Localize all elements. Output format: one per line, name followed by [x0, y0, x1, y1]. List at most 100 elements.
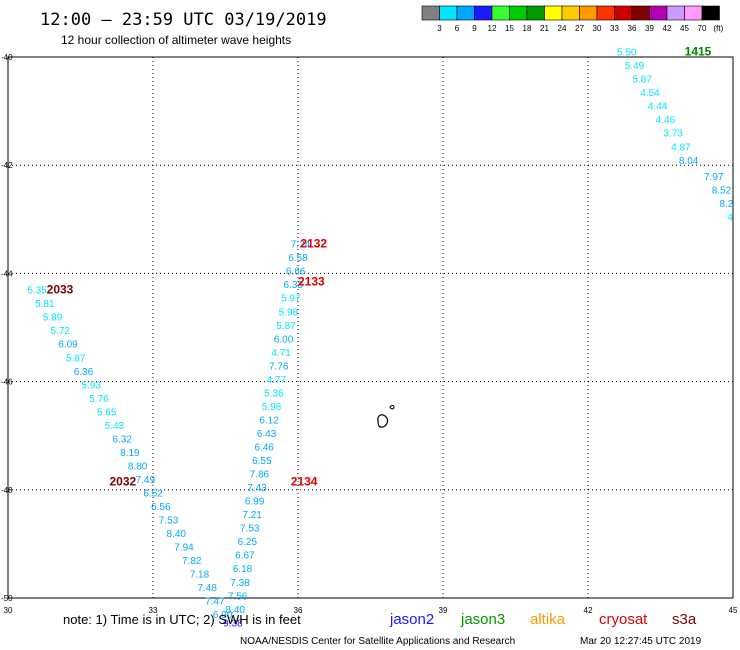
swh-observation: 5.65 [97, 407, 117, 418]
satellite-s3a: s3a [672, 611, 697, 628]
swh-observation: 7.43 [247, 483, 267, 494]
lon-tick-label: 39 [439, 606, 448, 615]
lat-lon-gridlines [8, 57, 733, 598]
legend-swatch [439, 5, 458, 21]
lon-tick-label: 45 [729, 606, 738, 615]
swh-observation: 6.52 [143, 489, 163, 500]
legend-label: 42 [663, 24, 672, 33]
legend-label: 30 [593, 24, 602, 33]
swh-observation: 5.35 [27, 286, 47, 297]
swh-observation: 6.00 [274, 334, 294, 345]
map-frame [7, 56, 734, 599]
lat-tick-label: -46 [1, 378, 13, 387]
legend-swatch [684, 5, 703, 21]
legend-swatch [614, 5, 633, 21]
swh-observation: 7.49 [136, 475, 156, 486]
swh-observation: 5.98 [279, 307, 299, 318]
track-time-label: 2033 [47, 283, 74, 297]
lat-tick-label: -48 [1, 486, 13, 495]
swh-observation: 5.36 [264, 388, 284, 399]
swh-observation: 6.90 [213, 610, 233, 621]
swh-observation: 6.33 [284, 280, 304, 291]
lat-tick-label: -44 [1, 269, 13, 278]
swh-observation: 7.21 [242, 510, 262, 521]
lat-lon-tick-labels: 30 33 36 39 42 45 -40 -42 -44 -46 -48 -50 [1, 53, 738, 615]
legend-label: 45 [680, 24, 689, 33]
legend-swatch [561, 5, 580, 21]
swh-observation: 6.67 [235, 551, 255, 562]
units-note: note: 1) Time is in UTC; 2) SWH is in fe… [63, 612, 301, 627]
legend-label: 24 [558, 24, 567, 33]
legend-label: 21 [540, 24, 549, 33]
track-2134: 7.43 6.99 7.21 7.53 6.25 6.67 6.18 7.38 7.56 8.40… [223, 475, 318, 630]
lon-tick-label: 36 [294, 606, 303, 615]
legend-unit: (ft) [714, 24, 724, 33]
swh-observation: 4 [727, 213, 733, 224]
swh-observation: 6.66 [286, 267, 306, 278]
swh-observation: 7.94 [174, 543, 194, 554]
swh-observation: 5.72 [51, 326, 71, 337]
swh-observation: 7.76 [269, 361, 289, 372]
altimeter-tracks: 5.35 5.81 5.89 5.72 6.09 5.87 6.36 5.93 5.76 5.65… [27, 45, 733, 630]
swh-observation: 5.76 [89, 394, 109, 405]
swh-observation: 7.82 [182, 556, 202, 567]
track-2133: 6.33 5.97 5.98 5.87 6.00 4.71 7.76 4.77 5.36 5.98… [250, 275, 325, 481]
legend-swatch [701, 5, 720, 21]
swh-observation: 7.97 [704, 172, 724, 183]
track-1415: 5.50 5.49 5.87 4.54 4.44 4.46 3.73 4.87 8.04 7.97… [617, 45, 734, 224]
legend-swatch [526, 5, 545, 21]
legend-swatch [474, 5, 493, 21]
lat-tick-label: -50 [1, 594, 13, 603]
footer-credit: NOAA/NESDIS Center for Satellite Applica… [240, 636, 515, 647]
swh-observation: 7.24 [291, 240, 311, 251]
swh-observation: 8.19 [120, 448, 140, 459]
swh-observation: 6.99 [245, 497, 265, 508]
swh-observation: 7.47 [205, 597, 225, 608]
swh-observation: 6.18 [233, 564, 253, 575]
swh-observation: 6.58 [288, 253, 308, 264]
legend-label: 6 [455, 24, 460, 33]
swh-observation: 4.87 [671, 142, 691, 153]
swh-observation: 9.38 [223, 618, 243, 629]
track-time-label: 2134 [291, 475, 318, 489]
swh-observation: 5.97 [281, 294, 301, 305]
legend-label: 9 [472, 24, 477, 33]
swh-observation: 4.44 [648, 102, 668, 113]
lon-tick-label: 42 [584, 606, 593, 615]
swh-observation: 6.46 [255, 443, 275, 454]
prince-edward-islands [377, 405, 395, 428]
legend-swatch [491, 5, 510, 21]
swh-observation: 6.56 [151, 502, 171, 513]
swh-observation: 7.56 [228, 591, 248, 602]
swh-observation: 5.89 [43, 313, 63, 324]
swh-observation: 8.2 [719, 199, 733, 210]
swh-observation: 5.98 [262, 402, 282, 413]
legend-swatch [666, 5, 685, 21]
legend-label: 27 [575, 24, 584, 33]
swh-observation: 4.71 [271, 348, 291, 359]
swh-observation: 7.53 [240, 524, 260, 535]
swh-observation: 5.43 [105, 421, 125, 432]
legend-label: 3 [437, 24, 442, 33]
track-time-label: 1415 [685, 45, 712, 59]
legend-swatch [509, 5, 528, 21]
footer-timestamp: Mar 20 12:27:45 UTC 2019 [580, 636, 702, 647]
swh-observation: 6.25 [238, 537, 258, 548]
track-time-label: 2133 [298, 275, 325, 289]
legend-label: 12 [488, 24, 497, 33]
swh-observation: 7.18 [190, 570, 210, 581]
satellite-cryosat: cryosat [599, 611, 648, 628]
satellite-altika: altika [530, 611, 566, 628]
legend-label: 18 [523, 24, 532, 33]
satellite-legend: jason2 jason3 altika cryosat s3a [389, 611, 697, 628]
swh-observation: 5.87 [632, 75, 652, 86]
legend-label: 39 [645, 24, 654, 33]
swh-observation: 5.87 [276, 321, 296, 332]
swh-observation: 6.32 [112, 434, 132, 445]
swh-observation: 7.86 [250, 470, 270, 481]
legend-swatch [579, 5, 598, 21]
track-2032: 2032 [110, 475, 137, 489]
legend-label: 15 [505, 24, 514, 33]
swh-color-legend: 3 6 9 12 15 18 21 24 27 30 33 36 39 42 45 70 (ft) [421, 5, 724, 33]
